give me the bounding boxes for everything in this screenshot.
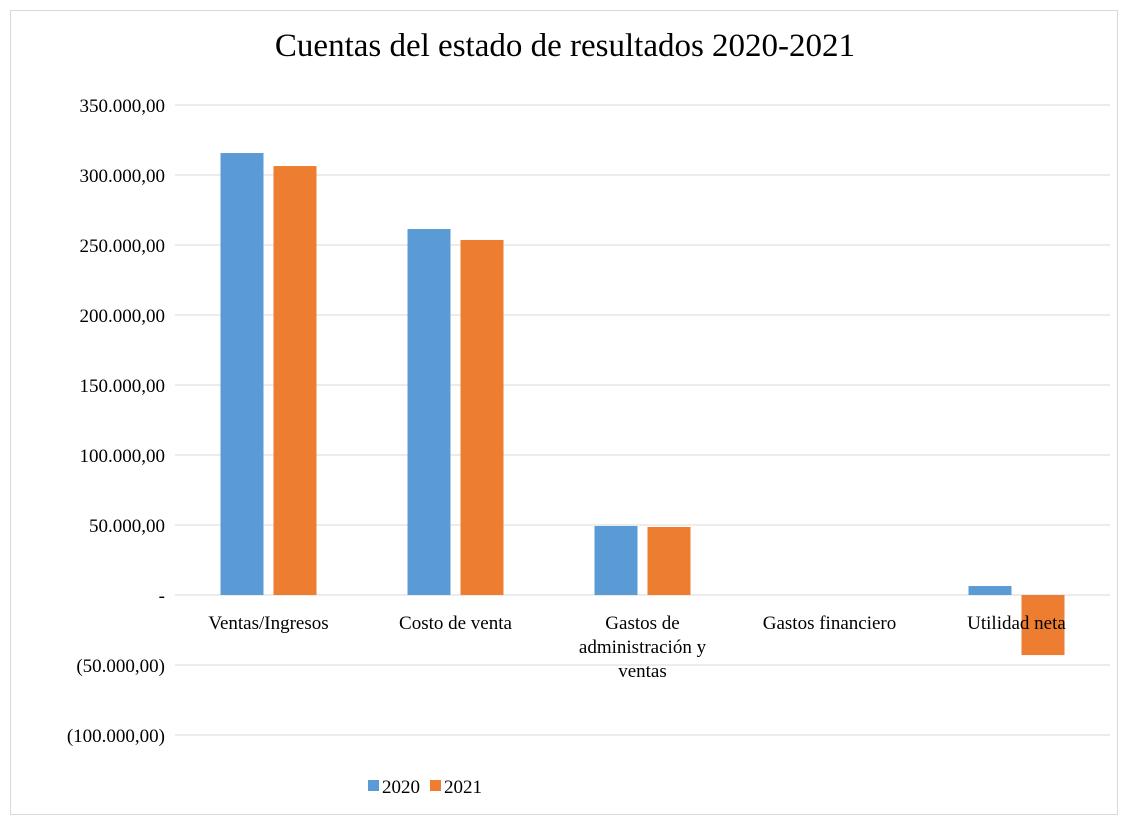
bar [273,166,317,596]
bar [460,239,504,595]
bar [968,586,1012,595]
x-tick-label: Costo de venta [399,613,512,634]
bar [647,526,691,595]
bar [1021,595,1065,656]
chart-border [10,10,1118,815]
y-tick-label: 50.000,00 [89,516,165,537]
y-tick-label: (50.000,00) [76,656,165,677]
legend-swatch [430,780,441,791]
y-tick-label: 150.000,00 [80,376,166,397]
chart-title: Cuentas del estado de resultados 2020-20… [275,28,855,64]
y-tick-label: 200.000,00 [80,306,166,327]
x-tick-label: Ventas/Ingresos [208,613,328,634]
x-tick-label: Gastos financiero [763,613,896,634]
y-tick-label: 250.000,00 [80,236,166,257]
y-tick-label: 100.000,00 [80,446,166,467]
legend-swatch [368,780,379,791]
x-tick-label: Gastos de administración y ventas [579,613,707,682]
y-tick-label: - [159,586,165,607]
y-tick-label: 300.000,00 [80,166,166,187]
legend-label: 2021 [444,777,482,798]
legend-label: 2020 [382,777,420,798]
bar [407,229,451,596]
bar [594,525,638,595]
x-tick-label: Utilidad neta [967,613,1066,634]
bar [220,153,264,595]
y-tick-label: (100.000,00) [67,726,165,747]
y-tick-label: 350.000,00 [80,96,166,117]
